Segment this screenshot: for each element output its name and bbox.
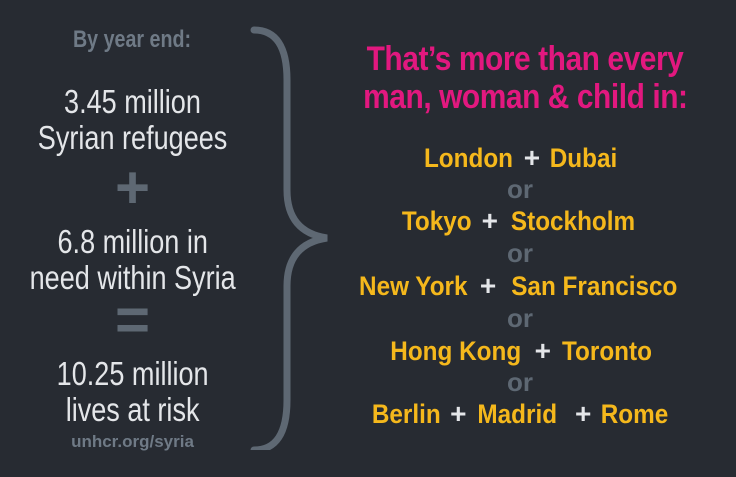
plus-sign: + xyxy=(575,398,591,430)
city-name: Tokyo xyxy=(402,206,472,237)
left-panel: By year end: 3.45 million Syrian refugee… xyxy=(0,0,265,477)
city-pair-2: Tokyo + Stockholm xyxy=(310,205,730,237)
city-name: New York xyxy=(359,271,468,302)
or-connector: or xyxy=(310,174,730,205)
city-name: London xyxy=(424,143,513,174)
city-name: San Francisco xyxy=(511,271,677,302)
intro-label: By year end: xyxy=(0,26,265,54)
plus-sign: + xyxy=(524,142,540,174)
city-pair-1: London + Dubai xyxy=(310,142,730,174)
city-name: Toronto xyxy=(562,336,652,367)
plus-sign: + xyxy=(0,158,265,218)
or-connector: or xyxy=(310,238,730,269)
refugees-stat: 3.45 million Syrian refugees xyxy=(0,84,265,156)
city-name: Rome xyxy=(601,399,669,430)
city-name: Berlin xyxy=(371,399,440,430)
equals-sign: = xyxy=(0,290,265,350)
city-pair-4: Hong Kong + Toronto xyxy=(310,335,730,367)
headline: That’s more than every man, woman & chil… xyxy=(315,40,735,116)
city-name: Stockholm xyxy=(511,206,635,237)
city-name: Madrid xyxy=(477,399,557,430)
city-group-5: Berlin + Madrid + Rome xyxy=(310,398,730,430)
plus-sign: + xyxy=(482,205,498,237)
plus-sign: + xyxy=(480,270,496,302)
city-name: Dubai xyxy=(550,143,618,174)
city-pair-3: New York + San Francisco xyxy=(310,270,730,302)
plus-sign: + xyxy=(535,335,551,367)
plus-sign: + xyxy=(450,398,466,430)
city-name: Hong Kong xyxy=(390,336,521,367)
or-connector: or xyxy=(310,303,730,334)
total-stat: 10.25 million lives at risk xyxy=(0,356,265,428)
or-connector: or xyxy=(310,367,730,398)
source-url: unhcr.org/syria xyxy=(0,432,265,452)
